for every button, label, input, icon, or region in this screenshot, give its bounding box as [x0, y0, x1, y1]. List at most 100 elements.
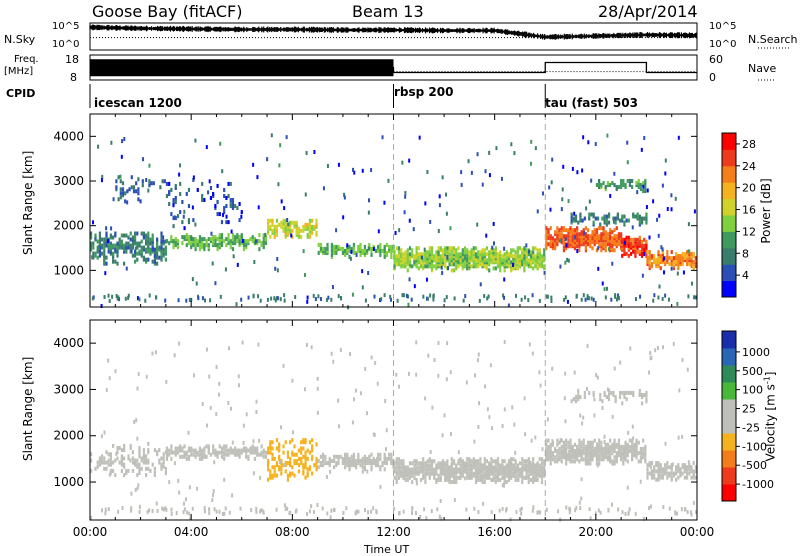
power-panel-cell	[201, 237, 203, 241]
velocity-panel-cell	[578, 439, 580, 443]
velocity-panel-cell	[379, 485, 381, 489]
velocity-panel-cell	[424, 480, 426, 484]
power-panel-cell	[127, 296, 129, 300]
velocity-panel-cell	[444, 461, 446, 465]
velocity-panel-cell	[486, 465, 488, 469]
power-panel-cell	[512, 263, 514, 267]
power-panel-cell	[486, 258, 488, 262]
power-panel-cell	[309, 219, 311, 223]
velocity-panel-cell	[458, 459, 460, 463]
power-panel-cell	[188, 218, 190, 222]
power-panel-cell	[148, 164, 150, 168]
velocity-panel-cell	[252, 439, 254, 443]
power-panel-cell	[324, 247, 326, 251]
power-panel-cell	[318, 251, 320, 255]
power-panel-cell	[631, 179, 633, 183]
velocity-panel-cell	[589, 441, 591, 445]
velocity-panel-cell	[477, 465, 479, 469]
velocity-panel-cell	[565, 447, 567, 451]
velocity-panel-cell	[225, 444, 227, 448]
power-panel-cell	[143, 246, 145, 250]
power-panel-cell	[600, 248, 602, 252]
velocity-panel-cell	[495, 465, 497, 469]
velocity-panel-cell	[675, 465, 677, 469]
power-panel-cell	[313, 294, 315, 298]
power-panel-cell	[664, 262, 666, 266]
power-panel-cell	[593, 213, 595, 217]
power-panel-cell	[237, 263, 239, 267]
power-panel-cell	[137, 191, 139, 195]
velocity-panel-cell	[678, 436, 680, 440]
power-panel-cell	[350, 250, 352, 254]
power-panel-cell	[315, 223, 317, 227]
velocity-panel-cell	[320, 455, 322, 459]
velocity-panel-cell	[546, 508, 548, 512]
velocity-panel-cell	[216, 365, 218, 369]
velocity-panel-cell	[531, 439, 533, 443]
power-panel-cell	[219, 233, 221, 237]
power-panel-cell	[156, 246, 158, 250]
velocity-panel-cell	[179, 455, 181, 459]
power-panel-cell	[207, 190, 209, 194]
velocity-panel-cell	[145, 459, 147, 463]
power-panel-cell	[471, 264, 473, 268]
velocity-panel-cell	[607, 447, 609, 451]
velocity-panel-cell	[429, 472, 431, 476]
velocity-panel-cell	[225, 506, 227, 510]
power-panel-cell	[124, 199, 126, 203]
velocity-panel-cell	[186, 457, 188, 461]
velocity-panel-cell	[638, 451, 640, 455]
power-panel-cell	[405, 250, 407, 254]
velocity-panel-cell	[584, 391, 586, 395]
power-panel-cell	[353, 247, 355, 251]
power-panel-cell	[263, 239, 265, 243]
velocity-panel-cell	[431, 459, 433, 463]
velocity-panel-cell	[103, 461, 105, 465]
power-panel-cell	[644, 179, 646, 183]
power-panel-cell	[561, 232, 563, 236]
velocity-panel-cell	[473, 440, 475, 444]
velocity-panel-cell	[612, 391, 614, 395]
power-panel-cell	[627, 160, 629, 164]
power-panel-cell	[585, 206, 587, 210]
velocity-panel-cell	[230, 446, 232, 450]
velocity-panel-cell	[108, 459, 110, 463]
velocity-panel-cell	[177, 479, 179, 483]
velocity-panel-cell	[139, 510, 141, 514]
velocity-panel-cell	[446, 341, 448, 345]
velocity-panel-cell	[192, 453, 194, 457]
power-panel-cell	[253, 294, 255, 298]
power-panel-cell	[574, 235, 576, 239]
power-panel-cell	[501, 177, 503, 181]
velocity-panel-cell	[97, 465, 99, 469]
power-panel-cell	[105, 232, 107, 236]
power-panel-cell	[407, 303, 409, 307]
power-panel-cell	[572, 228, 574, 232]
velocity-panel-cell	[407, 478, 409, 482]
power-panel-cell	[401, 161, 403, 165]
velocity-panel-cell	[136, 437, 138, 441]
power-panel-cell	[190, 241, 192, 245]
velocity-panel-cell	[488, 415, 490, 419]
power-panel-cell	[322, 247, 324, 251]
velocity-panel-cell	[662, 467, 664, 471]
power-panel-cell	[330, 298, 332, 302]
velocity-panel-cell	[223, 478, 225, 482]
velocity-panel-cell	[598, 439, 600, 443]
power-panel-cell	[486, 246, 488, 250]
velocity-panel-cell	[641, 394, 643, 398]
power-panel-cell	[188, 188, 190, 192]
power-panel-cell	[537, 252, 539, 256]
power-panel-cell	[693, 266, 695, 270]
velocity-panel-cell	[468, 468, 470, 472]
velocity-panel-cell	[151, 351, 153, 355]
power-panel-cell	[403, 293, 405, 297]
power-panel-cell	[564, 261, 566, 265]
velocity-panel-cell	[322, 453, 324, 457]
power-panel-cell	[495, 246, 497, 250]
power-panel-cell	[110, 141, 112, 145]
velocity-panel-cell	[388, 457, 390, 461]
power-panel-cell	[232, 241, 234, 245]
power-panel-cell	[396, 246, 398, 250]
velocity-panel-cell	[598, 443, 600, 447]
